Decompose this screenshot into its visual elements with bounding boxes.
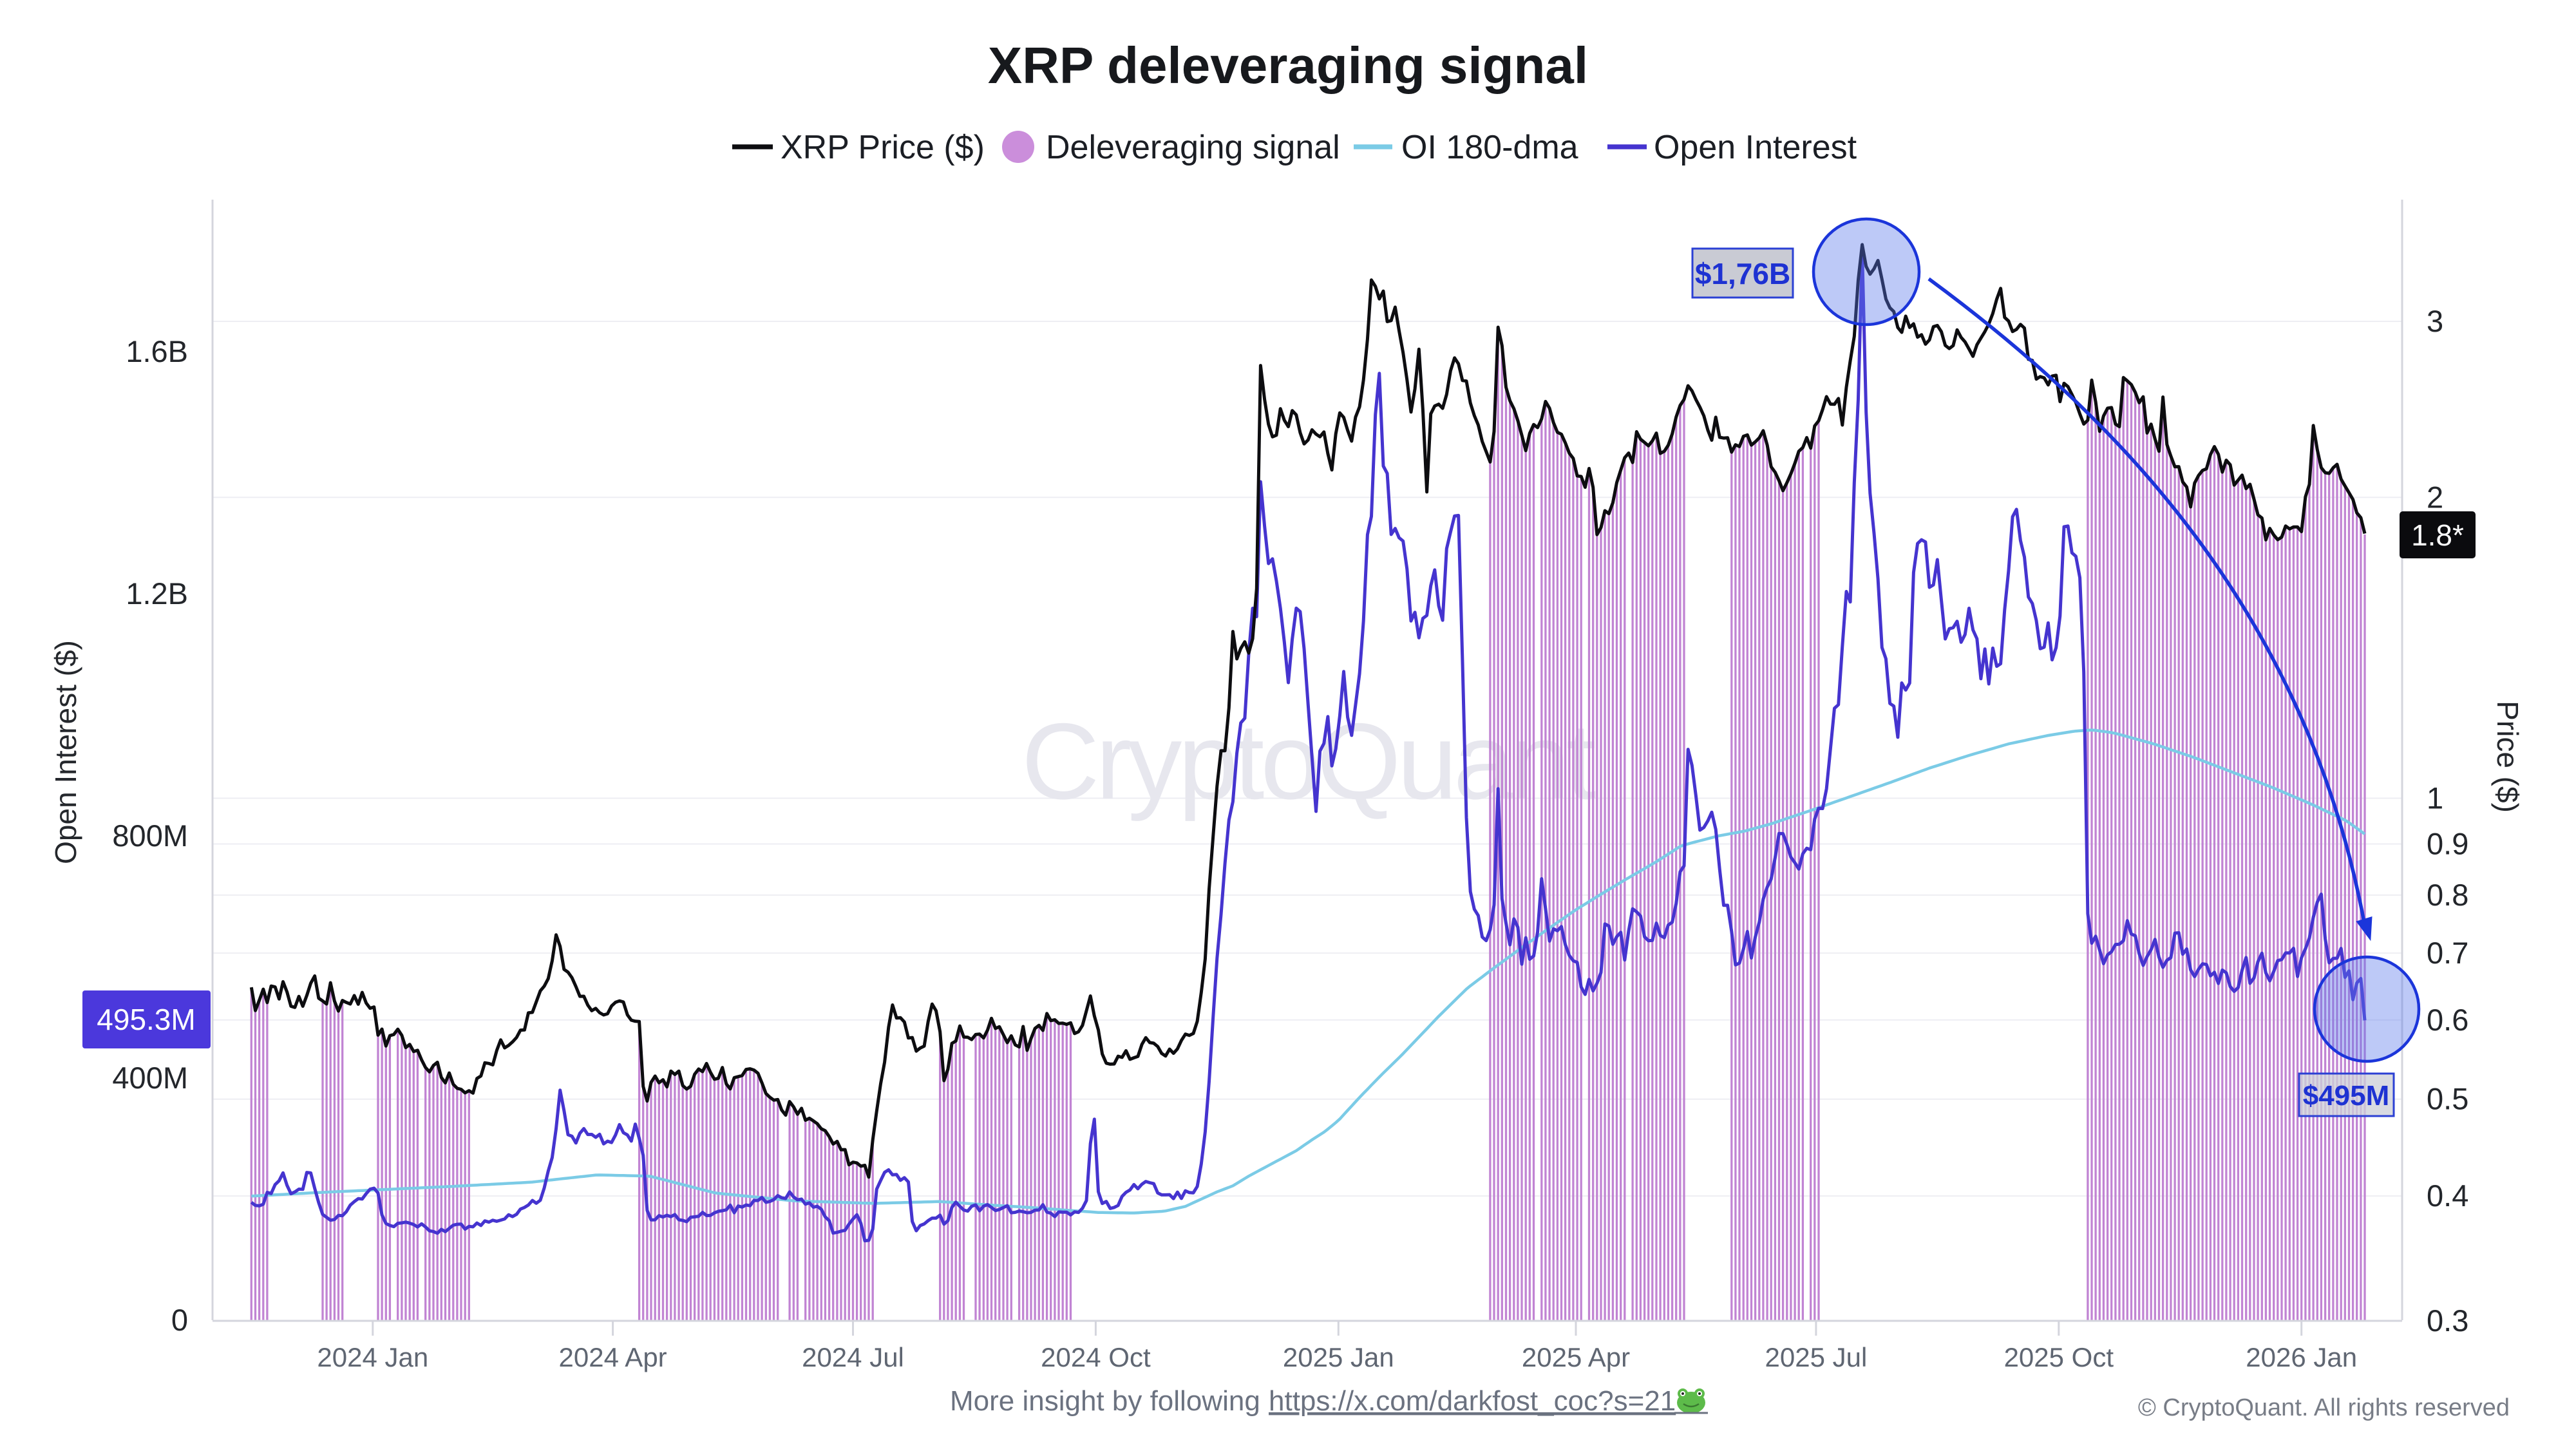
svg-text:XRP Price ($): XRP Price ($) bbox=[781, 129, 985, 166]
svg-text:2025 Jul: 2025 Jul bbox=[1765, 1342, 1868, 1372]
svg-text:Open Interest: Open Interest bbox=[1654, 129, 1857, 166]
svg-text:2025 Jan: 2025 Jan bbox=[1283, 1342, 1394, 1372]
svg-text:2024 Jan: 2024 Jan bbox=[317, 1342, 428, 1372]
svg-text:https://x.com/darkfost_coc?s=2: https://x.com/darkfost_coc?s=21 bbox=[1269, 1385, 1676, 1417]
svg-text:2024 Jul: 2024 Jul bbox=[802, 1342, 904, 1372]
svg-text:0.5: 0.5 bbox=[2427, 1082, 2468, 1116]
svg-text:More insight by following: More insight by following bbox=[950, 1385, 1260, 1417]
svg-text:2024 Apr: 2024 Apr bbox=[559, 1342, 667, 1372]
svg-text:Deleveraging signal: Deleveraging signal bbox=[1046, 129, 1340, 166]
svg-text:0.8: 0.8 bbox=[2427, 878, 2468, 912]
svg-text:1.6B: 1.6B bbox=[126, 334, 188, 368]
svg-text:3: 3 bbox=[2427, 304, 2443, 338]
svg-text:$1,76B: $1,76B bbox=[1695, 257, 1790, 290]
svg-text:OI 180-dma: OI 180-dma bbox=[1401, 129, 1578, 166]
svg-text:0.7: 0.7 bbox=[2427, 936, 2468, 970]
svg-text:0.3: 0.3 bbox=[2427, 1303, 2468, 1338]
svg-text:400M: 400M bbox=[112, 1061, 188, 1095]
svg-text:1: 1 bbox=[2427, 781, 2443, 815]
svg-text:2025 Apr: 2025 Apr bbox=[1522, 1342, 1630, 1372]
svg-text:495.3M: 495.3M bbox=[97, 1003, 195, 1036]
svg-text:800M: 800M bbox=[112, 819, 188, 853]
svg-text:XRP deleveraging signal: XRP deleveraging signal bbox=[988, 37, 1588, 94]
svg-text:Price ($): Price ($) bbox=[2491, 701, 2524, 813]
svg-text:$495M: $495M bbox=[2303, 1080, 2390, 1112]
svg-text:0.4: 0.4 bbox=[2427, 1179, 2468, 1213]
svg-text:1.2B: 1.2B bbox=[126, 576, 188, 611]
svg-text:Open Interest ($): Open Interest ($) bbox=[49, 640, 82, 864]
svg-text:© CryptoQuant. All rights rese: © CryptoQuant. All rights reserved bbox=[2138, 1394, 2510, 1421]
svg-text:0.9: 0.9 bbox=[2427, 827, 2468, 861]
svg-text:1.8*: 1.8* bbox=[2411, 518, 2464, 552]
svg-text:0.6: 0.6 bbox=[2427, 1003, 2468, 1037]
svg-text:2: 2 bbox=[2427, 480, 2443, 514]
svg-text:0: 0 bbox=[171, 1303, 188, 1337]
svg-text:2025 Oct: 2025 Oct bbox=[2004, 1342, 2114, 1372]
svg-text:2026 Jan: 2026 Jan bbox=[2246, 1342, 2357, 1372]
svg-text:2024 Oct: 2024 Oct bbox=[1041, 1342, 1151, 1372]
